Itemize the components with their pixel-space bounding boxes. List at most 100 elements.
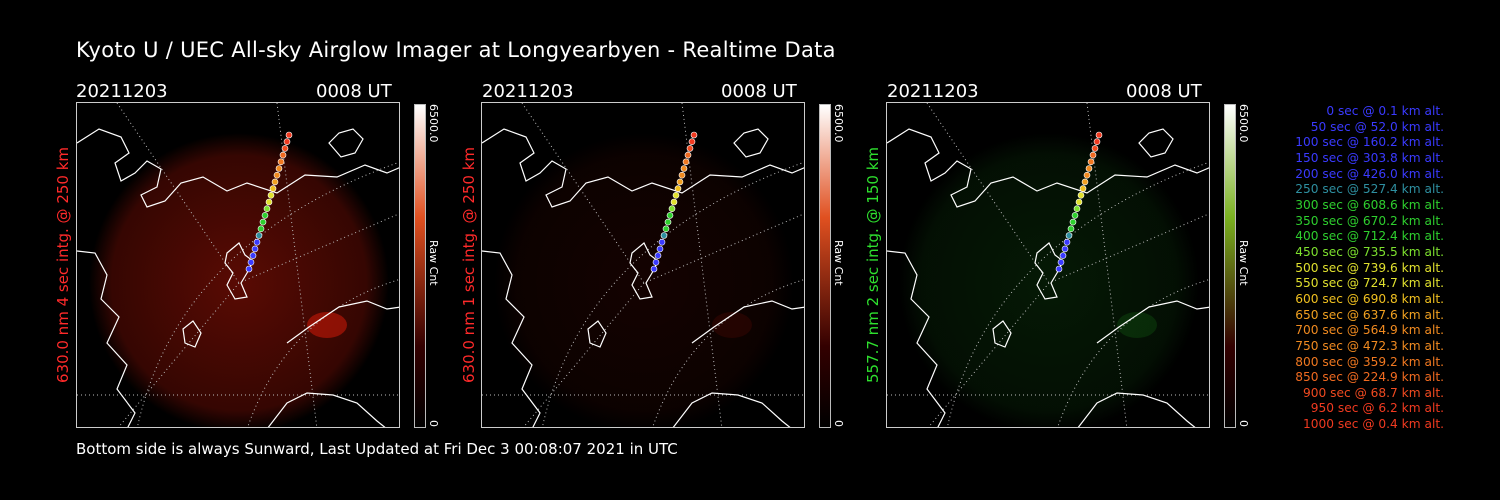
trajectory-point <box>247 259 255 266</box>
coastline <box>691 300 804 344</box>
trajectory-point <box>674 185 682 192</box>
trajectory-point <box>283 138 291 146</box>
trajectory-point <box>281 145 289 152</box>
coastline <box>629 242 659 300</box>
legend-entry: 600 sec @ 690.8 km alt. <box>1295 291 1444 306</box>
panel-2-time: 0008 UT <box>721 81 797 102</box>
trajectory-point <box>670 198 678 206</box>
trajectory-point <box>658 238 666 246</box>
airglow-image-630nm-1sec <box>481 102 805 428</box>
panel-2-colorbar-unit: Raw Cnt <box>832 240 845 286</box>
trajectory-point <box>654 252 662 259</box>
latitude-line <box>946 162 1208 427</box>
trajectory-point <box>259 218 267 226</box>
trajectory-point <box>273 171 281 179</box>
trajectory-point <box>684 151 692 159</box>
trajectory-point <box>1071 212 1079 219</box>
legend-entry: 350 sec @ 670.2 km alt. <box>1295 213 1444 228</box>
map-canvas <box>482 103 804 427</box>
trajectory-point <box>688 138 696 146</box>
coastline <box>1138 128 1174 158</box>
panel-1-ylabel: 630.0 nm 4 sec intg. @ 250 km <box>54 146 72 384</box>
panel-2-date: 20211203 <box>482 81 574 102</box>
coastline <box>482 128 804 208</box>
airglow-image-630nm-4sec <box>76 102 400 428</box>
panel-2-ylabel: 630.0 nm 1 sec intg. @ 250 km <box>460 146 478 384</box>
trajectory-point <box>1089 151 1097 159</box>
trajectory-point <box>265 198 273 206</box>
trajectory-point <box>1085 165 1093 172</box>
airglow-sky-disc <box>89 133 389 427</box>
trajectory-point <box>245 265 253 273</box>
trajectory-point <box>1067 225 1075 233</box>
trajectory-point <box>1063 238 1071 246</box>
legend-entry: 50 sec @ 52.0 km alt. <box>1310 119 1444 134</box>
legend-entry: 250 sec @ 527.4 km alt. <box>1295 182 1444 197</box>
trajectory-point <box>1069 218 1077 226</box>
trajectory-point <box>676 178 684 186</box>
trajectory-point <box>275 165 283 172</box>
trajectory-point <box>1095 131 1103 139</box>
latitude-line <box>136 162 398 427</box>
legend-entry: 200 sec @ 426.0 km alt. <box>1295 166 1444 181</box>
coastline <box>267 392 386 427</box>
legend-entry: 700 sec @ 564.9 km alt. <box>1295 323 1444 338</box>
trajectory-point <box>686 145 694 152</box>
panel-2-colorbar-min: 0 <box>832 420 845 427</box>
trajectory-point <box>279 151 287 159</box>
trajectory-point <box>1057 259 1065 266</box>
trajectory-point <box>690 131 698 139</box>
legend-entry: 450 sec @ 735.5 km alt. <box>1295 244 1444 259</box>
trajectory-point <box>1061 245 1069 253</box>
trajectory-point <box>1055 265 1063 273</box>
coastline <box>182 320 202 348</box>
coastline <box>587 320 607 348</box>
trajectory-point <box>660 232 668 239</box>
legend-entry: 850 sec @ 224.9 km alt. <box>1295 370 1444 385</box>
airglow-sky-disc <box>494 133 794 427</box>
panel-1-colorbar-max: 6500.0 <box>427 104 440 143</box>
panel-1-colorbar-unit: Raw Cnt <box>427 240 440 286</box>
map-canvas <box>77 103 399 427</box>
trajectory-point <box>277 158 285 166</box>
coastline <box>992 320 1012 348</box>
aurora-patch <box>1117 312 1157 338</box>
meridian-line <box>926 103 1209 284</box>
latitude-line <box>541 162 803 427</box>
legend-entry: 800 sec @ 359.2 km alt. <box>1295 354 1444 369</box>
coastline <box>77 128 399 208</box>
trajectory-point <box>652 259 660 266</box>
legend-entry: 550 sec @ 724.7 km alt. <box>1295 276 1444 291</box>
coastline <box>482 250 541 427</box>
coastline <box>328 128 364 158</box>
page-title: Kyoto U / UEC All-sky Airglow Imager at … <box>76 38 836 62</box>
trajectory-point <box>263 205 271 212</box>
panel-3-ylabel: 557.7 nm 2 sec intg. @ 150 km <box>864 146 882 384</box>
aurora-patch <box>712 312 752 338</box>
map-canvas <box>887 103 1209 427</box>
trajectory-point <box>269 185 277 192</box>
coastline <box>1077 392 1196 427</box>
panel-1-date: 20211203 <box>76 81 168 102</box>
legend-entry: 100 sec @ 160.2 km alt. <box>1295 135 1444 150</box>
legend-entry: 400 sec @ 712.4 km alt. <box>1295 229 1444 244</box>
legend-entry: 150 sec @ 303.8 km alt. <box>1295 150 1444 165</box>
coastline <box>887 250 946 427</box>
trajectory-point <box>662 225 670 233</box>
trajectory-point <box>1083 171 1091 179</box>
airglow-image-557nm-2sec <box>886 102 1210 428</box>
trajectory-point <box>682 158 690 166</box>
legend-entry: 750 sec @ 472.3 km alt. <box>1295 338 1444 353</box>
panel-1-colorbar <box>414 104 426 428</box>
coastline <box>1034 242 1064 300</box>
panel-2-colorbar <box>819 104 831 428</box>
trajectory-point <box>1093 138 1101 146</box>
trajectory-point <box>1081 178 1089 186</box>
legend-entry: 950 sec @ 6.2 km alt. <box>1310 401 1444 416</box>
aurora-patch <box>307 312 347 338</box>
panel-2-colorbar-max: 6500.0 <box>832 104 845 143</box>
trajectory-point <box>656 245 664 253</box>
panel-3-time: 0008 UT <box>1126 81 1202 102</box>
trajectory-point <box>1091 145 1099 152</box>
trajectory-point <box>285 131 293 139</box>
